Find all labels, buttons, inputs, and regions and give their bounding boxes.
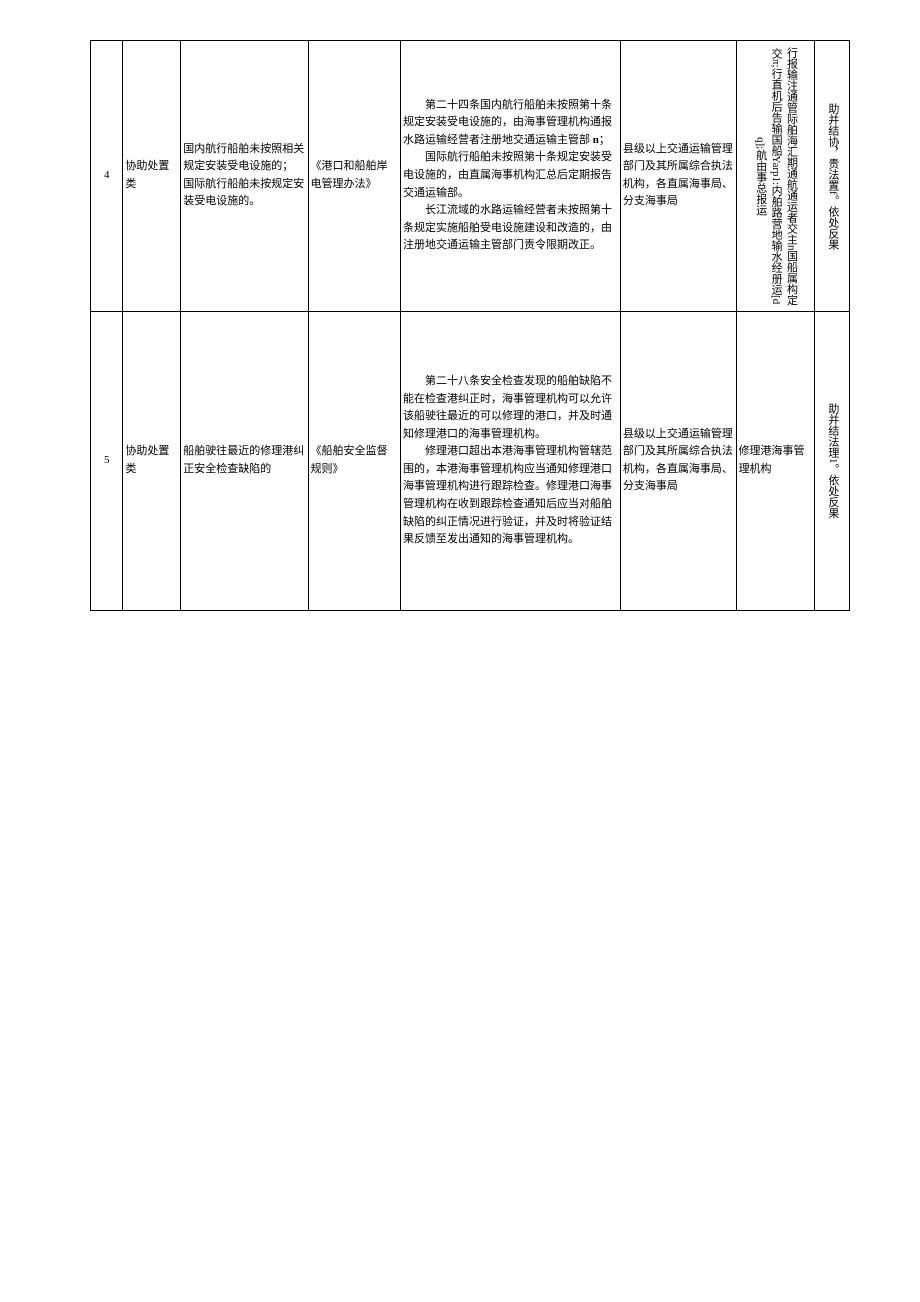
row-flow: 修理港海事管理机构 (736, 311, 815, 610)
row-dept: 县级以上交通运输管理部门及其所属综合执法机构，各直属海事局、分支海事局 (620, 41, 736, 312)
document-page: 4 协助处置类 国内航行船舶未按照相关规定安装受电设施的； 国际航行船舶未按规定… (0, 0, 920, 651)
row-flow: 行报输注通管际舶海汇期通航通运者交主n国船属构定交π;行直机后告输国船Yarp1… (736, 41, 815, 312)
row-content: 第二十四条国内航行船舶未按照第十条规定安装受电设施的，由海事管理机构通报水路运输… (401, 41, 621, 312)
row-result: 助并结协，贵法置f。依处反果 (815, 41, 850, 312)
row-type: 协助处置类 (123, 41, 181, 312)
para: 修理港口超出本港海事管理机构管辖范围的，本港海事管理机构应当通知修理港口海事管理… (403, 443, 618, 549)
vertical-text: 助并结协，贵法置f。依处反果 (824, 45, 839, 307)
row-content: 第二十八条安全检查发现的船舶缺陷不能在检查港纠正时，海事管理机构可以允许该船驶往… (401, 311, 621, 610)
vertical-text: 行报输注通管际舶海汇期通航通运者交主n国船属构定交π;行直机后告输国船Yarp1… (752, 45, 798, 307)
para: 第二十四条国内航行船舶未按照第十条规定安装受电设施的，由海事管理机构通报水路运输… (403, 97, 618, 150)
row-type: 协助处置类 (123, 311, 181, 610)
row-basis: 《港口和船舶岸电管理办法》 (308, 41, 401, 312)
para: 长江流域的水路运输经营者未按照第十条规定实施船舶受电设施建设和改造的，由注册地交… (403, 202, 618, 255)
regulation-table: 4 协助处置类 国内航行船舶未按照相关规定安装受电设施的； 国际航行船舶未按规定… (90, 40, 850, 611)
para: 第二十八条安全检查发现的船舶缺陷不能在检查港纠正时，海事管理机构可以允许该船驶往… (403, 373, 618, 443)
row-number: 5 (91, 311, 123, 610)
table-row: 4 协助处置类 国内航行船舶未按照相关规定安装受电设施的； 国际航行船舶未按规定… (91, 41, 850, 312)
row-matter: 船舶驶往最近的修理港纠正安全检查缺陷的 (181, 311, 308, 610)
para: 国际航行船舶未按照第十条规定安装受电设施的，由直属海事机构汇总后定期报告交通运输… (403, 149, 618, 202)
row-basis: 《船舶安全监督规则》 (308, 311, 401, 610)
table-row: 5 协助处置类 船舶驶往最近的修理港纠正安全检查缺陷的 《船舶安全监督规则》 第… (91, 311, 850, 610)
row-result: 助并结法理1。依处反果 (815, 311, 850, 610)
row-matter: 国内航行船舶未按照相关规定安装受电设施的； 国际航行船舶未按规定安装受电设施的。 (181, 41, 308, 312)
vertical-text: 助并结法理1。依处反果 (824, 316, 839, 606)
row-number: 4 (91, 41, 123, 312)
row-dept: 县级以上交通运输管理部门及其所属综合执法机构，各直属海事局、分支海事局 (620, 311, 736, 610)
